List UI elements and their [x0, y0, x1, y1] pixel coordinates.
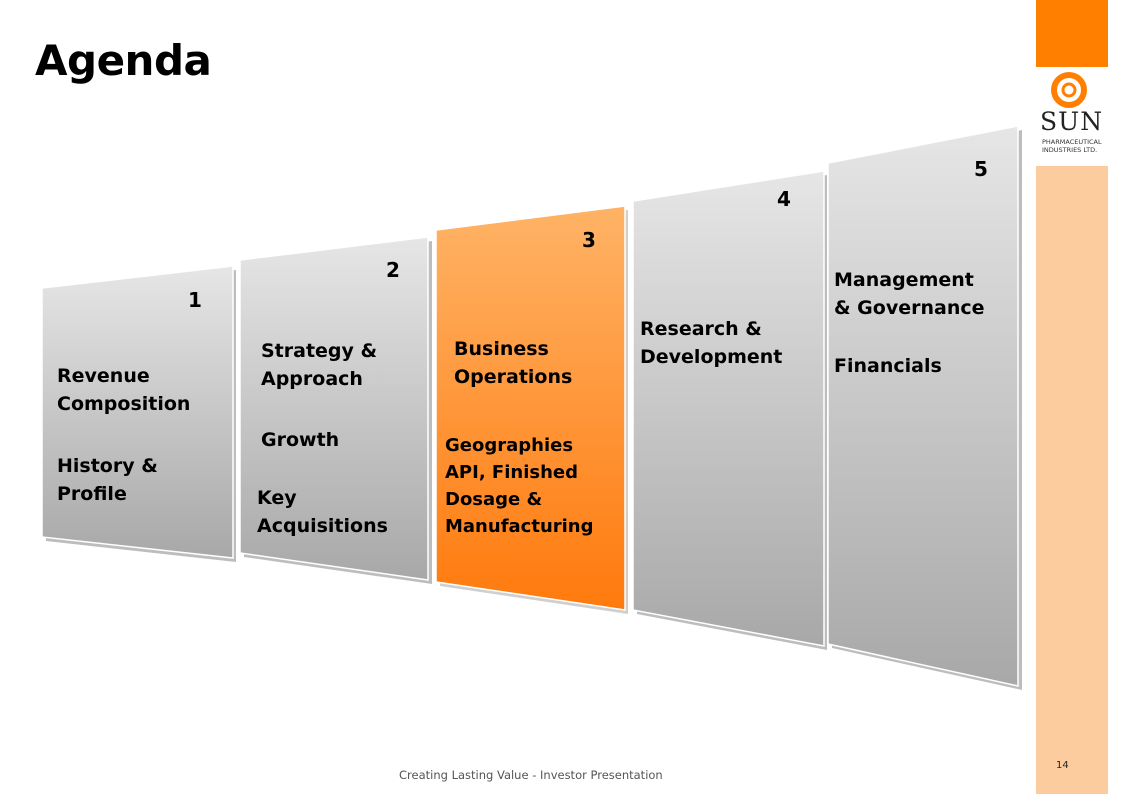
agenda-panel-4[interactable] — [632, 170, 825, 647]
logo-subtitle: PHARMACEUTICAL INDUSTRIES LTD. — [1042, 138, 1116, 154]
side-strip — [1036, 166, 1108, 794]
panel-1-label-line2: Composition — [57, 393, 191, 415]
company-logo: SUN PHARMACEUTICAL INDUSTRIES LTD. — [1036, 70, 1116, 162]
panel-2-label-line1: Strategy & — [261, 340, 378, 362]
agenda-panel-1[interactable] — [41, 265, 234, 559]
panel-2-label-line2: Approach — [261, 368, 363, 390]
panel-3-label-line4: API, Finished — [445, 462, 578, 483]
panel-1-label-line4: Profile — [57, 483, 127, 505]
panel-5-label-line3: Financials — [834, 355, 942, 377]
panel-2-label-line3: Growth — [261, 429, 340, 451]
logo-name: SUN — [1040, 107, 1104, 136]
panel-2-label-line4: Key — [257, 487, 297, 509]
panel-3-label-line3: Geographies — [445, 435, 574, 456]
logo-subtitle-line2: INDUSTRIES LTD. — [1042, 146, 1098, 154]
panel-4-label-line2: Development — [640, 346, 783, 368]
panel-5-label-line1: Management — [834, 269, 974, 291]
panel-2-label-line5: Acquisitions — [257, 515, 388, 537]
panel-5-number: 5 — [974, 157, 988, 181]
panel-1-number: 1 — [188, 288, 202, 312]
panel-3-number: 3 — [582, 228, 596, 252]
agenda-panel-2[interactable] — [239, 236, 429, 581]
panel-3-label-line6: Manufacturing — [445, 516, 594, 537]
panel-4-number: 4 — [777, 187, 791, 211]
agenda-panel-5[interactable] — [827, 125, 1019, 687]
logo-subtitle-line1: PHARMACEUTICAL — [1042, 138, 1102, 146]
panel-3-label-line2: Operations — [454, 366, 573, 388]
panel-1-label-line3: History & — [57, 455, 158, 477]
page-number: 14 — [1056, 760, 1069, 771]
panel-4-label-line1: Research & — [640, 318, 762, 340]
page-title: Agenda — [35, 36, 212, 85]
panel-3-label-line1: Business — [454, 338, 549, 360]
panel-1-label-line1: Revenue — [57, 365, 150, 387]
sun-pharma-ring-icon — [1051, 72, 1087, 108]
panel-3-label-line5: Dosage & — [445, 489, 543, 510]
panel-5-label-line2: & Governance — [834, 297, 985, 319]
panel-2-number: 2 — [386, 258, 400, 282]
footer-text: Creating Lasting Value - Investor Presen… — [399, 768, 663, 782]
accent-block — [1036, 0, 1108, 67]
agenda-panel-3[interactable] — [435, 205, 626, 611]
